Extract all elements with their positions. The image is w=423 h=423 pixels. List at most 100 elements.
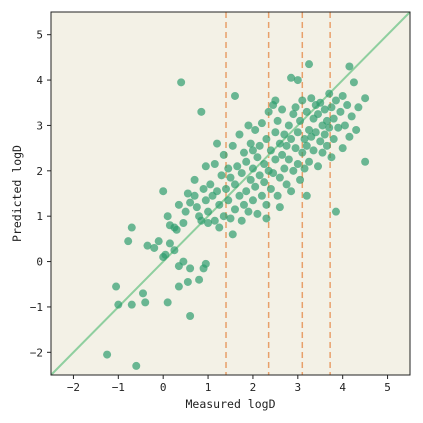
data-point [179, 257, 188, 266]
data-point [311, 128, 320, 137]
data-point [345, 132, 354, 141]
data-point [298, 148, 307, 157]
y-tick-label: 2 [36, 165, 43, 178]
data-point [226, 173, 235, 182]
data-point [331, 96, 340, 105]
data-point [322, 116, 331, 125]
x-tick-label: 1 [205, 381, 212, 394]
data-point [230, 180, 239, 189]
data-point [192, 203, 201, 212]
y-axis-label: Predicted logD [10, 145, 24, 242]
x-axis-label: Measured logD [185, 397, 275, 411]
x-tick-label: −1 [112, 381, 125, 394]
data-point [251, 182, 260, 191]
data-point [235, 191, 244, 200]
data-point [257, 119, 266, 128]
data-point [239, 148, 248, 157]
data-point [127, 223, 136, 232]
data-point [361, 157, 370, 166]
data-point [244, 207, 253, 216]
data-point [114, 300, 123, 309]
data-point [331, 207, 340, 216]
data-point [138, 289, 147, 298]
data-point [322, 141, 331, 150]
data-point [334, 123, 343, 132]
data-point [316, 98, 325, 107]
data-point [262, 214, 271, 223]
data-point [228, 230, 237, 239]
data-point [287, 187, 296, 196]
data-point [179, 218, 188, 227]
data-point [150, 243, 159, 252]
data-point [201, 162, 210, 171]
data-point [287, 135, 296, 144]
data-point [215, 223, 224, 232]
data-point [338, 91, 347, 100]
y-tick-label: −2 [30, 346, 43, 359]
data-point [345, 62, 354, 71]
data-point [195, 275, 204, 284]
data-point [302, 191, 311, 200]
data-point [278, 150, 287, 159]
data-point [260, 178, 269, 187]
y-axis-ticks: −2 −1 0 1 2 3 4 5 [30, 29, 51, 359]
data-point [338, 144, 347, 153]
data-point [204, 218, 213, 227]
data-point [186, 264, 195, 273]
data-point [293, 128, 302, 137]
data-point [266, 184, 275, 193]
data-point [354, 103, 363, 112]
data-point [269, 169, 278, 178]
x-tick-label: 0 [160, 381, 167, 394]
data-point [307, 94, 316, 103]
scatter-points [103, 60, 370, 370]
data-point [237, 169, 246, 178]
data-point [112, 282, 121, 291]
data-point [228, 141, 237, 150]
data-point [204, 207, 213, 216]
data-point [154, 237, 163, 246]
data-point [248, 164, 257, 173]
data-point [284, 155, 293, 164]
data-point [282, 180, 291, 189]
data-point [300, 135, 309, 144]
data-point [284, 121, 293, 130]
data-point [275, 203, 284, 212]
data-point [293, 160, 302, 169]
data-point [246, 139, 255, 148]
data-point [159, 187, 168, 196]
data-point [248, 196, 257, 205]
data-point [289, 166, 298, 175]
data-point [199, 184, 208, 193]
data-point [296, 175, 305, 184]
data-point [237, 216, 246, 225]
data-point [242, 157, 251, 166]
data-point [271, 128, 280, 137]
data-point [239, 200, 248, 209]
data-point [163, 212, 172, 221]
data-point [224, 164, 233, 173]
data-point [264, 107, 273, 116]
data-point [174, 200, 183, 209]
data-point [183, 277, 192, 286]
data-point [141, 298, 150, 307]
data-point [300, 164, 309, 173]
data-point [293, 76, 302, 85]
data-point [327, 103, 336, 112]
data-point [296, 116, 305, 125]
data-point [275, 173, 284, 182]
data-point [103, 350, 112, 359]
data-point [257, 191, 266, 200]
data-point [248, 146, 257, 155]
data-point [271, 96, 280, 105]
data-point [282, 141, 291, 150]
x-tick-label: 5 [384, 381, 391, 394]
data-point [320, 105, 329, 114]
data-point [224, 196, 233, 205]
identity-line-layer [50, 11, 411, 376]
data-point [347, 112, 356, 121]
data-point [177, 78, 186, 87]
data-point [325, 89, 334, 98]
data-point [181, 207, 190, 216]
data-point [251, 125, 260, 134]
